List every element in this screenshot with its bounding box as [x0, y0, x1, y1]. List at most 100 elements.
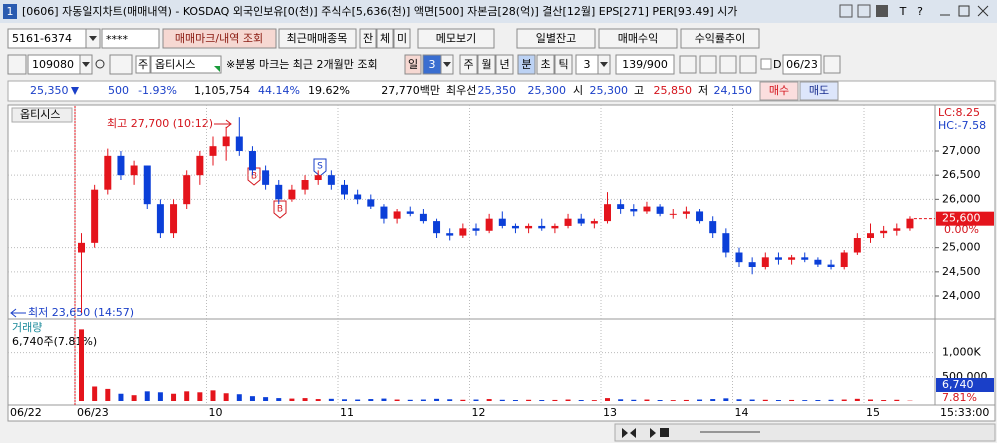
icon[interactable] — [839, 4, 853, 18]
candle-body — [788, 257, 796, 260]
search-icon[interactable] — [95, 59, 105, 69]
button[interactable] — [680, 28, 760, 49]
unit-button[interactable] — [477, 54, 496, 75]
scroll-toolbar[interactable] — [614, 423, 996, 442]
button-label[interactable]: 수익률추이 — [695, 32, 746, 45]
code[interactable]: 109080 — [32, 58, 74, 71]
maximize[interactable] — [958, 5, 970, 17]
button-label[interactable]: 매매수익 — [618, 32, 658, 45]
price: 25,350 — [30, 84, 69, 97]
icon-text[interactable]: T — [899, 5, 907, 18]
tool-icon[interactable] — [679, 55, 697, 74]
stock-name[interactable]: 옵티시스 — [155, 58, 195, 71]
last-volume-rate: 7.81% — [942, 391, 977, 404]
market-box[interactable] — [135, 55, 151, 74]
volume-bar — [302, 398, 308, 401]
volume-bar — [815, 400, 821, 401]
volume-bar — [473, 399, 479, 401]
volume-bar — [394, 399, 400, 401]
button[interactable] — [598, 28, 678, 49]
icon-text[interactable]: ? — [917, 5, 923, 18]
icon[interactable] — [876, 5, 888, 17]
buy[interactable]: 매수 — [769, 84, 789, 97]
unit-label[interactable]: 월 — [481, 58, 491, 71]
button[interactable] — [404, 54, 422, 75]
button-label[interactable]: 잔 — [363, 32, 373, 45]
stop-button[interactable] — [660, 428, 669, 437]
candle-body — [801, 257, 809, 260]
name-box[interactable] — [150, 55, 222, 74]
period-count[interactable]: 3 — [429, 58, 436, 71]
volume-bar — [618, 399, 624, 401]
volume-bar — [762, 399, 768, 401]
unit-button[interactable] — [495, 54, 514, 75]
volume-bar — [644, 399, 650, 401]
button-label[interactable]: 매매마크/내역 조회 — [175, 32, 263, 45]
sell-button[interactable] — [799, 81, 839, 101]
checkbox[interactable] — [760, 58, 772, 70]
quote-bar — [7, 80, 996, 102]
button[interactable] — [376, 28, 394, 49]
chart-area — [7, 104, 996, 422]
open: 25,300 — [590, 84, 629, 97]
button-label[interactable]: 미 — [397, 32, 407, 45]
button-label[interactable]: 메모보기 — [436, 32, 476, 45]
button[interactable] — [417, 28, 495, 49]
candle-body — [327, 175, 335, 185]
button-label[interactable]: 최근매매종목 — [287, 32, 348, 45]
volume-bar — [841, 399, 847, 401]
d-label: D — [773, 58, 781, 71]
buy-button[interactable] — [759, 81, 799, 101]
button[interactable] — [516, 28, 596, 49]
trade-mark — [273, 200, 287, 219]
candle-body — [459, 228, 467, 236]
button-label[interactable]: 일별잔고 — [536, 31, 576, 45]
volume-bar — [407, 399, 413, 401]
bid: 25,300 — [528, 84, 567, 97]
candle-body — [288, 189, 296, 200]
password[interactable]: **** — [106, 33, 129, 46]
account[interactable]: 5161-6374 — [12, 32, 72, 45]
unit-button[interactable] — [459, 54, 478, 75]
candle-body — [117, 155, 125, 176]
volume-summary: 6,740주(7.81%) — [12, 335, 97, 348]
date-input[interactable] — [782, 54, 822, 75]
period[interactable]: 일 — [408, 57, 418, 71]
icon[interactable] — [857, 4, 871, 18]
button[interactable] — [393, 28, 411, 49]
unit-button[interactable] — [536, 54, 555, 75]
candle-body — [235, 136, 243, 152]
date[interactable]: 06/23 — [786, 58, 818, 71]
button[interactable] — [162, 28, 277, 49]
candle-body — [156, 204, 164, 234]
unit-label[interactable]: 틱 — [558, 58, 568, 71]
sell[interactable]: 매도 — [809, 84, 829, 97]
label: 최우선 — [446, 84, 476, 97]
tool-icon[interactable] — [739, 55, 757, 74]
y-tick-label: 26,000 — [942, 192, 981, 205]
tool-icon[interactable] — [699, 55, 717, 74]
speaker-icon[interactable] — [109, 54, 133, 75]
button-label[interactable]: 체 — [380, 32, 390, 45]
unit-button[interactable] — [554, 54, 573, 75]
password-input[interactable] — [101, 28, 160, 49]
unit-label[interactable]: 주 — [463, 58, 473, 71]
close[interactable] — [977, 5, 989, 17]
button[interactable] — [359, 28, 377, 49]
unit-button[interactable] — [517, 54, 536, 75]
unit-label[interactable]: 년 — [499, 58, 509, 71]
calendar-icon[interactable] — [823, 55, 841, 74]
unit-label[interactable]: 초 — [540, 58, 550, 71]
trade-label: S — [317, 162, 323, 172]
button[interactable] — [278, 28, 357, 49]
arrow — [443, 62, 451, 67]
candle-body — [170, 204, 178, 234]
menu-icon[interactable] — [7, 54, 27, 75]
unit-label[interactable]: 분 — [521, 58, 531, 71]
candle-body — [380, 206, 388, 219]
high-annotation: 최고 27,700 (10:12) — [107, 117, 213, 130]
market[interactable]: 주 — [138, 58, 148, 71]
interval[interactable]: 3 — [584, 58, 591, 71]
candle-body — [354, 194, 362, 200]
tool-icon[interactable] — [719, 55, 737, 74]
